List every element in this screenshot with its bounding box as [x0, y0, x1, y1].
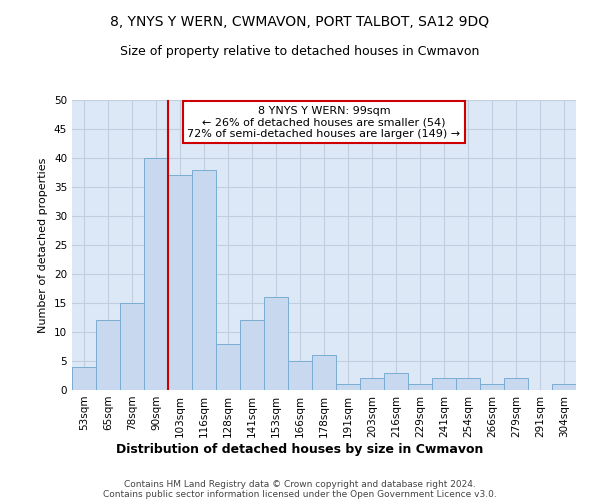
Bar [360, 378, 384, 390]
Bar [384, 372, 408, 390]
Bar [72, 367, 96, 390]
Bar [120, 303, 144, 390]
Bar [168, 176, 192, 390]
Bar [216, 344, 240, 390]
Text: 8 YNYS Y WERN: 99sqm
← 26% of detached houses are smaller (54)
72% of semi-detac: 8 YNYS Y WERN: 99sqm ← 26% of detached h… [187, 106, 461, 139]
Text: Distribution of detached houses by size in Cwmavon: Distribution of detached houses by size … [116, 442, 484, 456]
Bar [336, 384, 360, 390]
Bar [480, 384, 504, 390]
Bar [240, 320, 264, 390]
Text: Size of property relative to detached houses in Cwmavon: Size of property relative to detached ho… [121, 45, 479, 58]
Text: 8, YNYS Y WERN, CWMAVON, PORT TALBOT, SA12 9DQ: 8, YNYS Y WERN, CWMAVON, PORT TALBOT, SA… [110, 15, 490, 29]
Bar [192, 170, 216, 390]
Bar [504, 378, 528, 390]
Bar [552, 384, 576, 390]
Bar [312, 355, 336, 390]
Bar [264, 297, 288, 390]
Bar [288, 361, 312, 390]
Bar [432, 378, 456, 390]
Y-axis label: Number of detached properties: Number of detached properties [38, 158, 49, 332]
Bar [144, 158, 168, 390]
Bar [408, 384, 432, 390]
Bar [96, 320, 120, 390]
Bar [456, 378, 480, 390]
Text: Contains HM Land Registry data © Crown copyright and database right 2024.
Contai: Contains HM Land Registry data © Crown c… [103, 480, 497, 500]
